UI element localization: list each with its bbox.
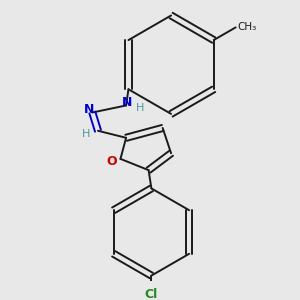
Text: N: N (84, 103, 95, 116)
Text: Cl: Cl (145, 288, 158, 300)
Text: H: H (82, 129, 90, 139)
Text: O: O (107, 155, 117, 168)
Text: H: H (136, 103, 144, 113)
Text: N: N (122, 96, 133, 109)
Text: CH₃: CH₃ (237, 22, 256, 32)
